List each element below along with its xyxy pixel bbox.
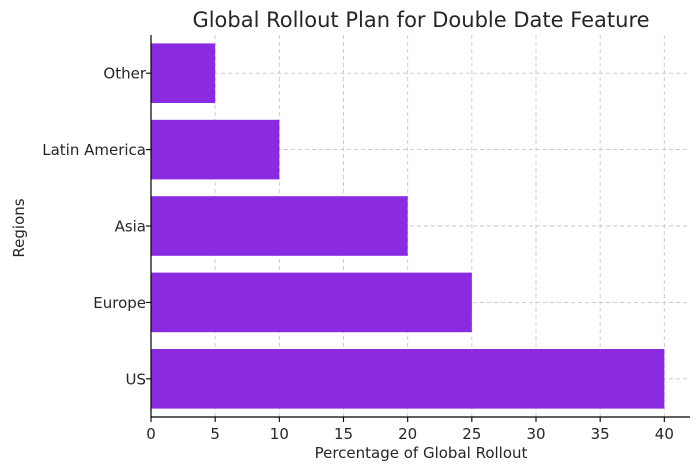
x-axis-label: Percentage of Global Rollout (315, 444, 528, 462)
y-tick-label: Latin America (42, 141, 146, 159)
x-tick-label: 0 (146, 425, 156, 443)
bar-latin-america (151, 119, 280, 180)
x-tick-label: 5 (210, 425, 220, 443)
x-tick-label: 10 (270, 425, 289, 443)
x-tick-label: 20 (398, 425, 417, 443)
y-tick-label: Europe (93, 294, 146, 312)
y-axis-label: Regions (10, 198, 28, 257)
x-tick-label: 35 (591, 425, 610, 443)
x-tick-label: 40 (655, 425, 674, 443)
bar-asia (151, 196, 408, 256)
bar-europe (151, 272, 472, 333)
x-tick-label: 25 (462, 425, 481, 443)
x-tick-label: 30 (526, 425, 545, 443)
bar-other (151, 43, 216, 103)
bars (151, 43, 665, 409)
chart-title: Global Rollout Plan for Double Date Feat… (192, 8, 649, 32)
x-tick-label: 15 (334, 425, 353, 443)
y-tick-label: Asia (115, 218, 146, 236)
bar-us (151, 349, 665, 409)
y-tick-label: Other (103, 65, 146, 83)
y-ticks: US Europe Asia Latin America Other (42, 65, 151, 388)
y-tick-label: US (125, 370, 146, 388)
x-ticks: 0 5 10 15 20 25 30 35 40 (146, 417, 674, 443)
